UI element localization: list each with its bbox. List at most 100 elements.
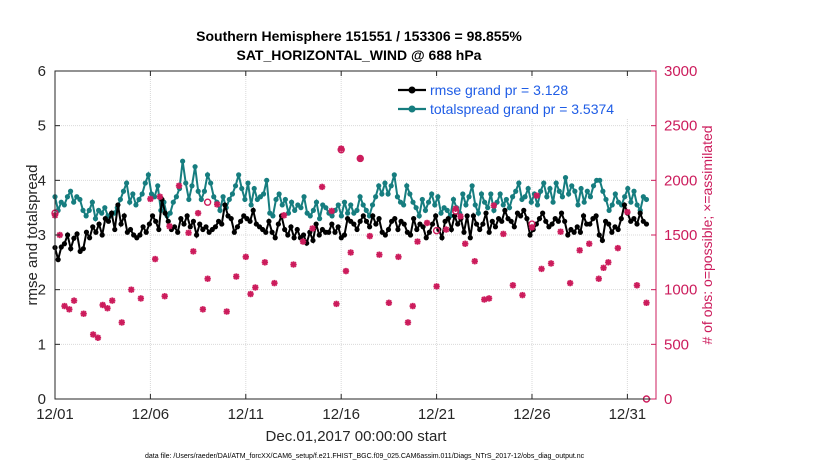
series-0-point-101 (370, 213, 376, 219)
obs-assimilated-marker-76 (624, 208, 631, 216)
obs-assimilated-marker-19 (175, 182, 183, 189)
series-0-point-12 (90, 224, 96, 230)
series-0-point-166 (574, 224, 580, 230)
data-file-footer: data file: /Users/raeder/DAI/ATM_forcXX/… (145, 453, 585, 460)
series-1-point-161 (553, 180, 559, 186)
series-1-point-64 (251, 185, 257, 192)
series-1-point-170 (581, 199, 587, 205)
series-1-point-152 (525, 185, 531, 192)
series-0-point-97 (357, 218, 363, 224)
series-1-point-24 (127, 199, 133, 205)
series-1-point-27 (136, 196, 142, 203)
series-1-point-44 (189, 183, 195, 189)
series-1-point-183 (622, 194, 628, 200)
series-1-point-53 (217, 207, 223, 213)
series-1-point-1 (55, 207, 61, 213)
series-0-point-67 (263, 229, 269, 235)
series-1-point-132 (463, 202, 469, 208)
obs-assimilated-marker-27 (233, 273, 240, 280)
obs-assimilated-marker-75 (614, 244, 622, 252)
series-0-point-2 (58, 244, 64, 250)
series-1-point-45 (192, 164, 198, 170)
series-0-point-82 (310, 237, 316, 244)
series-1-point-102 (369, 202, 376, 208)
series-0-point-73 (282, 226, 288, 233)
series-1-point-149 (516, 180, 522, 186)
series-0-point-117 (420, 224, 426, 230)
series-1-point-148 (513, 188, 519, 194)
series-0-point-13 (93, 229, 99, 235)
series-1-point-25 (130, 191, 136, 197)
series-1-point-136 (475, 210, 481, 216)
series-0-point-130 (461, 229, 467, 235)
x-tick-label-4: 12/21 (418, 406, 456, 423)
series-1-point-67 (260, 191, 267, 197)
series-1-point-179 (609, 202, 615, 208)
series-1-point-177 (603, 196, 609, 203)
series-0-point-172 (593, 213, 599, 219)
obs-assimilated-marker-72 (595, 275, 602, 282)
series-1-point-97 (354, 207, 360, 213)
series-1-point-76 (288, 199, 295, 205)
series-0-point-162 (562, 218, 568, 224)
series-0-point-10 (83, 229, 90, 235)
series-0-point-6 (71, 235, 77, 241)
obs-assimilated-marker-53 (442, 226, 450, 233)
chart-title-line2: SAT_HORIZONTAL_WIND @ 688 hPa (237, 47, 482, 63)
series-layer (51, 145, 651, 403)
series-0-point-29 (143, 229, 149, 235)
series-0-point-163 (565, 232, 571, 238)
series-1-point-110 (394, 194, 401, 200)
series-0-point-4 (64, 232, 71, 238)
series-0-point-120 (429, 221, 436, 227)
series-1-point-106 (382, 180, 388, 186)
obs-possible-marker-4 (432, 226, 441, 235)
obs-assimilated-marker-74 (605, 259, 612, 266)
series-0-point-24 (127, 226, 134, 233)
series-1-point-164 (562, 175, 569, 181)
series-1-point-112 (401, 202, 407, 208)
series-0-point-176 (606, 221, 612, 227)
series-0-point-89 (332, 229, 338, 235)
series-0-point-22 (121, 213, 127, 219)
obs-assimilated-marker-59 (485, 295, 493, 302)
obs-assimilated-marker-50 (414, 238, 421, 245)
series-1-point-141 (491, 207, 497, 213)
series-0-point-45 (193, 232, 200, 238)
obs-assimilated-marker-30 (252, 284, 259, 291)
series-0-point-39 (175, 229, 181, 235)
y-tick-label-2: 2 (38, 282, 46, 299)
obs-assimilated-marker-8 (99, 301, 106, 309)
series-1-point-119 (422, 207, 429, 213)
series-0-point-179 (615, 226, 621, 233)
series-0-point-83 (313, 221, 319, 227)
obs-assimilated-marker-60 (490, 202, 498, 209)
obs-assimilated-marker-42 (347, 249, 354, 256)
series-0-point-56 (228, 216, 234, 222)
series-0-point-9 (80, 246, 86, 252)
series-0-point-128 (455, 221, 461, 227)
series-1-point-114 (407, 191, 413, 197)
series-1-point-118 (419, 196, 425, 203)
obs-possible-marker-2 (337, 146, 345, 154)
series-1-point-178 (606, 207, 612, 213)
series-1-point-171 (584, 188, 590, 194)
series-0-point-96 (354, 226, 360, 233)
series-1-point-8 (77, 196, 83, 203)
series-0-point-142 (499, 218, 505, 224)
obs-assimilated-marker-13 (137, 295, 145, 302)
series-1-point-61 (242, 196, 248, 203)
series-1-point-126 (444, 207, 450, 213)
series-0-point-76 (291, 235, 297, 241)
obs-possible-marker-1 (203, 198, 212, 206)
series-0-point-21 (118, 221, 124, 227)
obs-assimilated-marker-45 (376, 251, 383, 258)
series-1-point-137 (478, 191, 485, 197)
series-1-point-93 (341, 199, 348, 205)
y-tick-label-4: 4 (38, 172, 46, 189)
series-0-point-185 (634, 221, 640, 227)
obs-assimilated-marker-56 (462, 240, 469, 247)
series-0-point-150 (524, 216, 530, 222)
x-tick-label-1: 12/06 (132, 406, 170, 423)
